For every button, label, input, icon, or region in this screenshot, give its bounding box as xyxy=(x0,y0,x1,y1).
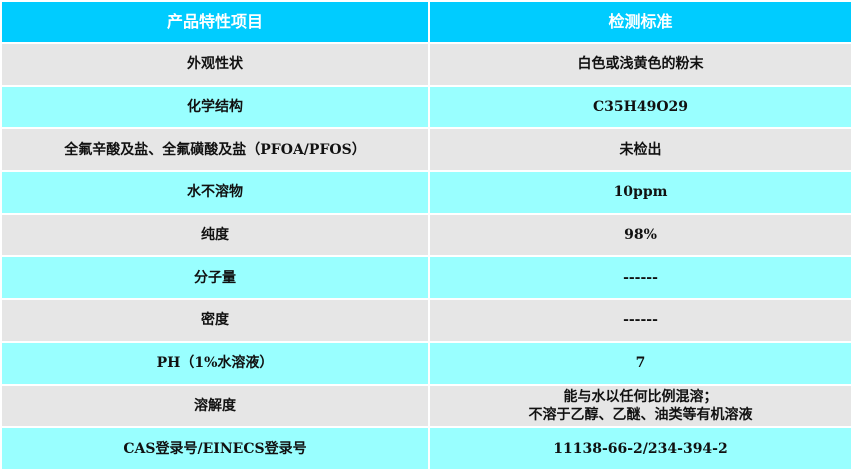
property-cell: 分子量 xyxy=(0,255,430,301)
standard-cell: 能与水以任何比例混溶； 不溶于乙醇、乙醚、油类等有机溶液 xyxy=(428,383,853,429)
table-row: 分子量 ------ xyxy=(0,255,853,301)
header-property: 产品特性项目 xyxy=(0,0,430,44)
property-cell: 溶解度 xyxy=(0,383,430,429)
header-standard: 检测标准 xyxy=(428,0,853,44)
property-cell: 外观性状 xyxy=(0,42,430,87)
table-row: 密度 ------ xyxy=(0,298,853,343)
property-cell: 水不溶物 xyxy=(0,170,430,215)
standard-cell: 7 xyxy=(428,340,853,386)
property-cell: 全氟辛酸及盐、全氟磺酸及盐（PFOA/PFOS） xyxy=(0,127,430,173)
standard-cell: 未检出 xyxy=(428,127,853,173)
property-cell: 化学结构 xyxy=(0,84,430,130)
standard-cell: 98% xyxy=(428,212,853,258)
table-row: 水不溶物 10ppm xyxy=(0,170,853,215)
property-cell: PH（1%水溶液） xyxy=(0,340,430,386)
standard-cell: ------ xyxy=(428,255,853,301)
standard-cell: 11138-66-2/234-394-2 xyxy=(428,426,853,471)
standard-cell: 白色或浅黄色的粉末 xyxy=(428,42,853,87)
property-cell: 纯度 xyxy=(0,212,430,258)
table-row: 全氟辛酸及盐、全氟磺酸及盐（PFOA/PFOS） 未检出 xyxy=(0,127,853,173)
standard-cell: 10ppm xyxy=(428,170,853,215)
header-row: 产品特性项目 检测标准 xyxy=(0,0,853,44)
table-row: PH（1%水溶液） 7 xyxy=(0,340,853,386)
table-row: 化学结构 C35H49O29 xyxy=(0,84,853,130)
property-cell: 密度 xyxy=(0,298,430,343)
standard-cell: ------ xyxy=(428,298,853,343)
table-row: 外观性状 白色或浅黄色的粉末 xyxy=(0,42,853,87)
property-cell: CAS登录号/EINECS登录号 xyxy=(0,426,430,471)
table-row: 溶解度 能与水以任何比例混溶； 不溶于乙醇、乙醚、油类等有机溶液 xyxy=(0,383,853,429)
standard-cell: C35H49O29 xyxy=(428,84,853,130)
table-row: 纯度 98% xyxy=(0,212,853,258)
table-row: CAS登录号/EINECS登录号 11138-66-2/234-394-2 xyxy=(0,426,853,471)
